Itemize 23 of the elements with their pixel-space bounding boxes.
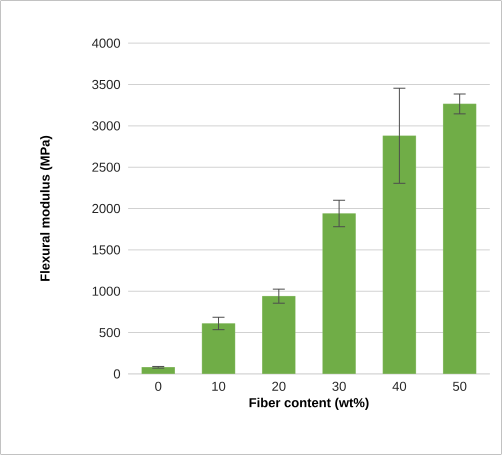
x-tick-label: 30 [332, 382, 346, 391]
y-tick-label: 2500 [92, 162, 120, 172]
x-axis-title: Fiber content (wt%) [250, 398, 369, 410]
y-axis-title: Flexural modulus (MPa) [40, 136, 52, 281]
y-tick-label: 2000 [92, 204, 120, 214]
bar [202, 323, 236, 374]
y-tick-label: 4000 [92, 38, 120, 48]
y-tick-label: 1000 [92, 286, 120, 296]
y-tick-label: 500 [99, 328, 120, 338]
y-tick-label: 1500 [92, 245, 120, 254]
bar [142, 367, 175, 374]
x-tick-label: 40 [392, 382, 406, 391]
y-tick-label: 3500 [92, 80, 120, 90]
x-tick-label: 50 [452, 382, 466, 391]
bar [322, 213, 356, 374]
bar [262, 296, 296, 374]
x-tick-label: 0 [155, 382, 162, 391]
x-tick-label: 20 [272, 382, 286, 391]
bar [442, 104, 476, 374]
x-tick-label: 10 [212, 382, 226, 391]
y-tick-label: 3000 [92, 121, 120, 130]
y-tick-label: 0 [114, 369, 120, 378]
bar [382, 136, 416, 374]
